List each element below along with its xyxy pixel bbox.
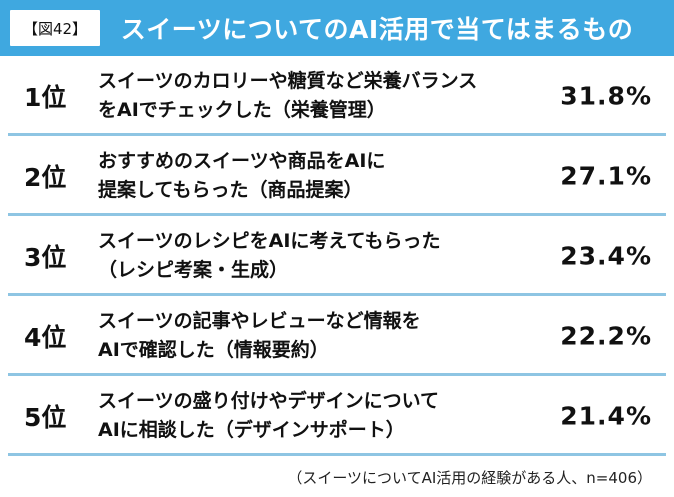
rank-label: 1位 (24, 83, 67, 112)
item-label-line: スイーツの記事やレビューなど情報を (98, 310, 421, 332)
sample-note: （スイーツについてAI活用の経験がある人、n=406） (287, 469, 652, 487)
ranking-list: 1位 スイーツのカロリーや糖質など栄養バランス をAIでチェックした（栄養管理）… (0, 56, 674, 456)
item-label-line: をAIでチェックした（栄養管理） (98, 99, 386, 121)
item-label-line: （レシピ考案・生成） (98, 259, 289, 281)
figure-label: 【図42】 (10, 10, 100, 46)
item-label: スイーツのカロリーや糖質など栄養バランス をAIでチェックした（栄養管理） (98, 67, 528, 125)
rank-label: 3位 (24, 243, 67, 272)
ranking-row-3: 3位 スイーツのレシピをAIに考えてもらった （レシピ考案・生成） 23.4% (0, 216, 674, 296)
item-label-line: AIで確認した（情報要約） (98, 339, 329, 361)
percent-value: 21.4% (560, 401, 652, 431)
chart-title: スイーツについてのAI活用で当てはまるもの (120, 15, 634, 44)
item-label-line: スイーツのカロリーや糖質など栄養バランス (98, 70, 478, 92)
ranking-row-1: 1位 スイーツのカロリーや糖質など栄養バランス をAIでチェックした（栄養管理）… (0, 56, 674, 136)
item-label-line: スイーツのレシピをAIに考えてもらった (98, 230, 441, 252)
item-label: おすすめのスイーツや商品をAIに 提案してもらった（商品提案） (98, 147, 528, 205)
rank-label: 2位 (24, 163, 67, 192)
item-label: スイーツの盛り付けやデザインについて AIに相談した（デザインサポート） (98, 387, 528, 445)
item-label-line: スイーツの盛り付けやデザインについて (98, 390, 440, 412)
ranking-row-5: 5位 スイーツの盛り付けやデザインについて AIに相談した（デザインサポート） … (0, 376, 674, 456)
rank-label: 4位 (24, 323, 67, 352)
item-label: スイーツの記事やレビューなど情報を AIで確認した（情報要約） (98, 307, 528, 365)
percent-value: 31.8% (560, 81, 652, 111)
chart-header: 【図42】 スイーツについてのAI活用で当てはまるもの (0, 0, 674, 56)
item-label-line: おすすめのスイーツや商品をAIに (98, 150, 386, 172)
rank-label: 5位 (24, 403, 67, 432)
item-label: スイーツのレシピをAIに考えてもらった （レシピ考案・生成） (98, 227, 528, 285)
ranking-row-2: 2位 おすすめのスイーツや商品をAIに 提案してもらった（商品提案） 27.1% (0, 136, 674, 216)
percent-value: 23.4% (560, 241, 652, 271)
item-label-line: AIに相談した（デザインサポート） (98, 419, 405, 441)
ranking-row-4: 4位 スイーツの記事やレビューなど情報を AIで確認した（情報要約） 22.2% (0, 296, 674, 376)
item-label-line: 提案してもらった（商品提案） (98, 179, 363, 201)
percent-value: 22.2% (560, 321, 652, 351)
percent-value: 27.1% (560, 161, 652, 191)
